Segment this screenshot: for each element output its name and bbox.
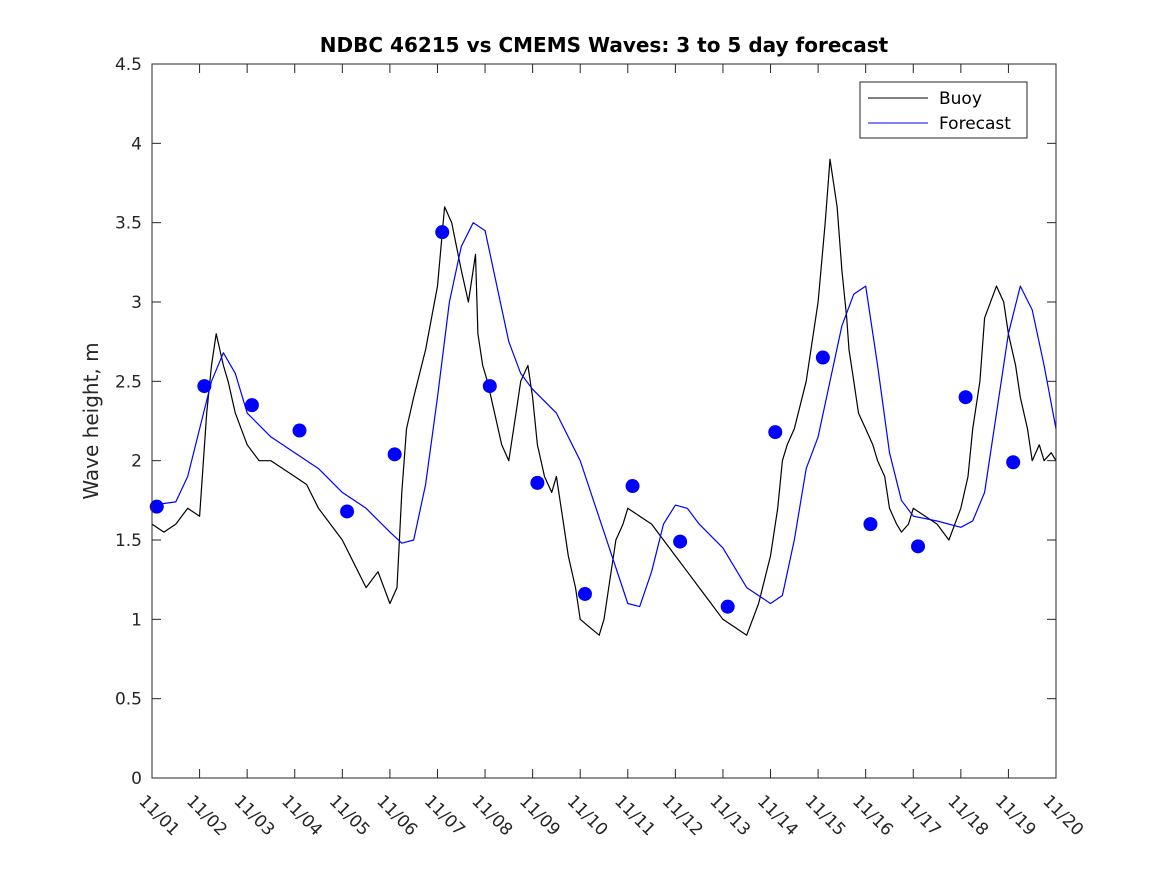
y-tick-label: 4 <box>131 134 142 154</box>
y-tick-label: 0.5 <box>115 690 142 710</box>
y-tick-label: 4.5 <box>115 55 142 75</box>
forecast-point <box>387 447 402 462</box>
forecast-point <box>482 379 497 394</box>
y-tick-label: 2 <box>131 452 142 472</box>
marker-layer <box>149 225 1021 614</box>
forecast-point <box>815 350 830 365</box>
legend: Buoy Forecast <box>859 81 1028 139</box>
series-line-buoy <box>151 158 1057 636</box>
legend-box <box>859 81 1028 139</box>
y-tick-label: 0 <box>131 769 142 789</box>
forecast-point <box>768 425 783 440</box>
y-axis: 0 0.5 1 1.5 2 2.5 3 3.5 4 4.5 <box>115 55 1056 789</box>
forecast-point <box>149 499 164 514</box>
legend-buoy-label: Buoy <box>939 89 982 109</box>
series-layer <box>151 158 1057 636</box>
forecast-point <box>1006 455 1021 470</box>
series-line-forecast <box>151 222 1057 608</box>
forecast-point <box>435 225 450 240</box>
y-tick-label: 3.5 <box>115 214 142 234</box>
y-tick-label: 2.5 <box>115 372 142 392</box>
forecast-point <box>911 539 926 554</box>
legend-forecast-label: Forecast <box>939 114 1011 134</box>
y-tick-label: 1 <box>131 610 142 630</box>
forecast-point <box>577 586 592 601</box>
chart-title: NDBC 46215 vs CMEMS Waves: 3 to 5 day fo… <box>320 33 889 57</box>
plot-frame <box>151 63 1057 779</box>
forecast-point <box>340 504 355 519</box>
plot-area <box>152 64 1056 778</box>
y-axis-label: Wave height, m <box>79 342 103 499</box>
forecast-point <box>197 379 212 394</box>
forecast-point <box>625 479 640 494</box>
forecast-point <box>863 517 878 532</box>
forecast-point <box>244 398 259 413</box>
y-tick-label: 1.5 <box>115 531 142 551</box>
forecast-point <box>673 534 688 549</box>
forecast-point <box>292 423 307 438</box>
y-tick-label: 3 <box>131 293 142 313</box>
forecast-point <box>530 475 545 490</box>
forecast-point <box>720 599 735 614</box>
forecast-point <box>958 390 973 405</box>
